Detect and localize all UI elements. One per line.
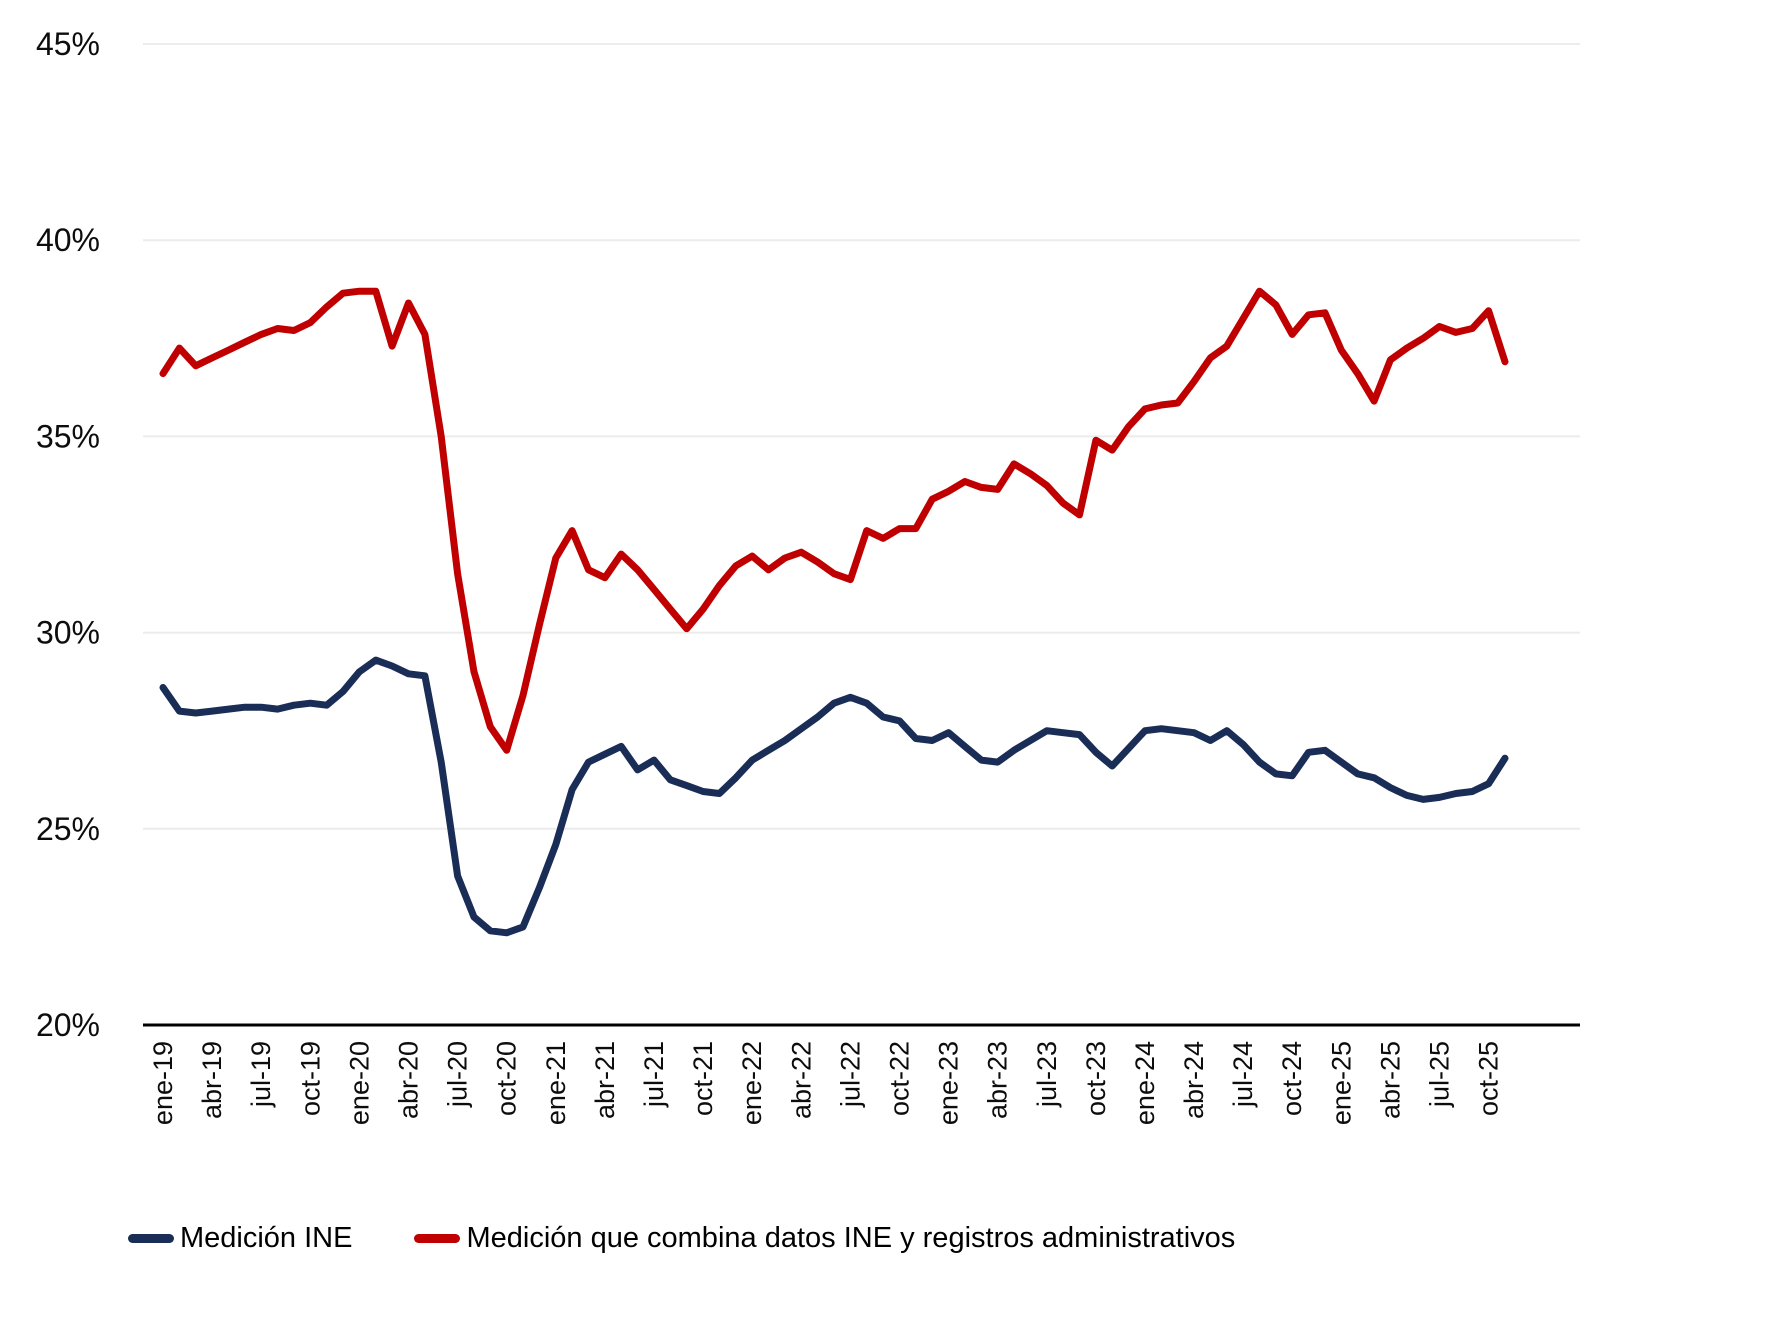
x-tick-label-abr-23: abr-23 <box>983 1041 1013 1119</box>
y-tick-label-20: 20% <box>36 1007 100 1043</box>
gridlines <box>143 43 1580 1027</box>
x-tick-label-oct-22: oct-22 <box>884 1041 914 1116</box>
legend-item-combinada: Medición que combina datos INE y registr… <box>414 1222 1235 1255</box>
legend-label-ine: Medición INE <box>180 1222 353 1254</box>
x-tick-label-oct-24: oct-24 <box>1277 1041 1307 1116</box>
x-tick-label-jul-21: jul-21 <box>639 1041 669 1108</box>
x-tick-label-abr-25: abr-25 <box>1375 1041 1405 1119</box>
x-tick-label-abr-22: abr-22 <box>786 1041 816 1119</box>
legend-swatch-combinada <box>414 1234 461 1243</box>
x-tick-label-ene-19: ene-19 <box>148 1041 178 1125</box>
series-line-combinada <box>159 287 1509 754</box>
x-tick-label-oct-23: oct-23 <box>1081 1041 1111 1116</box>
x-tick-label-jul-20: jul-20 <box>443 1041 473 1108</box>
x-tick-label-jul-22: jul-22 <box>835 1041 865 1108</box>
y-tick-label-45: 45% <box>36 26 100 62</box>
x-tick-label-abr-21: abr-21 <box>590 1041 620 1119</box>
x-tick-label-ene-24: ene-24 <box>1130 1041 1160 1125</box>
series-lines <box>159 287 1509 937</box>
x-tick-label-ene-23: ene-23 <box>934 1041 964 1125</box>
y-tick-label-35: 35% <box>36 418 100 454</box>
x-tick-label-jul-24: jul-24 <box>1228 1041 1258 1108</box>
x-tick-label-oct-25: oct-25 <box>1474 1041 1504 1116</box>
x-tick-label-jul-23: jul-23 <box>1032 1041 1062 1108</box>
series-line-ine <box>159 656 1509 937</box>
y-axis-labels: 20% 25% 30% 35% 40% 45% <box>36 26 100 1043</box>
legend-label-combinada: Medición que combina datos INE y registr… <box>466 1222 1236 1254</box>
x-tick-label-oct-19: oct-19 <box>295 1041 325 1116</box>
y-tick-label-40: 40% <box>36 222 100 258</box>
legend: Medición INE Medición que combina datos … <box>128 1222 1235 1255</box>
x-tick-label-jul-19: jul-19 <box>246 1041 276 1108</box>
x-tick-label-oct-20: oct-20 <box>492 1041 522 1116</box>
x-tick-label-oct-21: oct-21 <box>688 1041 718 1116</box>
y-tick-label-25: 25% <box>36 811 100 847</box>
x-tick-label-ene-21: ene-21 <box>541 1041 571 1125</box>
x-tick-label-jul-25: jul-25 <box>1425 1041 1455 1108</box>
x-tick-label-abr-20: abr-20 <box>393 1041 423 1119</box>
x-tick-label-abr-19: abr-19 <box>197 1041 227 1119</box>
x-tick-label-abr-24: abr-24 <box>1179 1041 1209 1119</box>
x-tick-label-ene-25: ene-25 <box>1326 1041 1356 1125</box>
legend-swatch-ine <box>128 1234 174 1243</box>
y-tick-label-30: 30% <box>36 615 100 651</box>
x-axis-labels: ene-19 abr-19 jul-19 oct-19 ene-20 abr-20 jul-… <box>148 1041 1504 1125</box>
x-tick-label-ene-22: ene-22 <box>737 1041 767 1125</box>
x-tick-label-ene-20: ene-20 <box>344 1041 374 1125</box>
legend-item-ine: Medición INE <box>128 1222 352 1255</box>
